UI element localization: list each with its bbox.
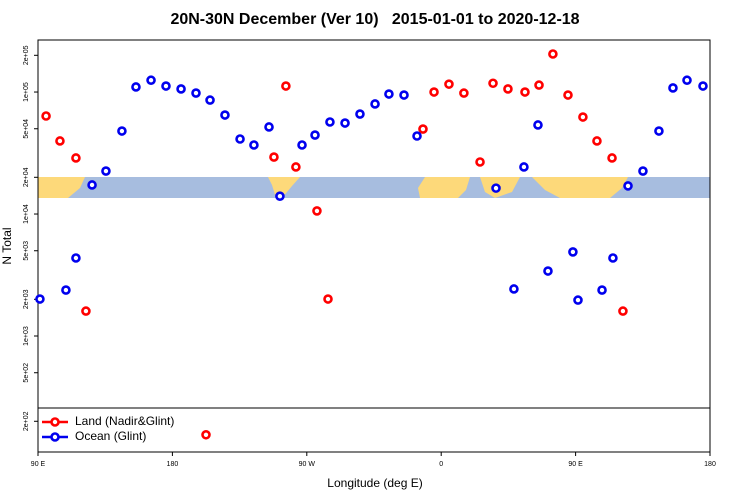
legend-marker [50, 417, 60, 427]
data-point [312, 206, 322, 216]
data-point [568, 247, 578, 257]
data-point [533, 120, 543, 130]
data-point [592, 136, 602, 146]
data-point [509, 284, 519, 294]
data-point [101, 166, 111, 176]
x-axis-title: Longitude (deg E) [327, 476, 422, 490]
data-point [176, 84, 186, 94]
x-tick-label: 90 W [299, 461, 316, 468]
data-point [488, 78, 498, 89]
data-point [161, 81, 171, 91]
data-point [475, 157, 485, 167]
x-tick-label: 180 [704, 461, 716, 468]
x-tick-label: 0 [439, 461, 443, 468]
data-point [55, 136, 65, 146]
data-point [543, 266, 553, 276]
data-point [117, 126, 127, 136]
land-shape [268, 177, 300, 198]
plot-frame [37, 39, 711, 453]
data-point [323, 294, 333, 304]
data-point [310, 130, 320, 140]
data-point [519, 162, 529, 172]
chart-title: 20N-30N December (Ver 10) 2015-01-01 to … [170, 11, 579, 28]
data-point [418, 124, 428, 134]
data-point [325, 117, 335, 127]
data-point [563, 90, 573, 100]
x-tick-label: 180 [167, 461, 179, 468]
y-axis-title: N Total [0, 227, 14, 264]
data-point [87, 180, 97, 190]
data-point [668, 83, 678, 93]
data-point [35, 294, 45, 304]
data-point [205, 95, 215, 105]
data-point [459, 88, 469, 98]
y-tick-label: 5e+04 [23, 119, 30, 139]
data-point [503, 84, 513, 94]
data-point [597, 285, 607, 295]
data-point [41, 111, 51, 121]
data-point [698, 81, 708, 91]
data-point [220, 110, 230, 120]
y-tick-label: 5e+03 [23, 241, 30, 261]
data-point [623, 181, 633, 191]
data-point [235, 134, 245, 144]
data-point [370, 99, 380, 109]
x-tick-label: 90 E [568, 461, 583, 468]
data-point [297, 140, 307, 150]
data-point [573, 295, 583, 305]
data-point [249, 140, 259, 150]
data-point [61, 285, 71, 295]
data-point [275, 191, 285, 201]
data-point [578, 112, 588, 122]
data-point [429, 87, 439, 97]
data-point [201, 429, 211, 440]
data-point [491, 183, 501, 193]
data-point [269, 152, 279, 162]
data-point [618, 306, 628, 316]
land-shape [418, 177, 470, 198]
data-point [548, 49, 558, 59]
y-tick-label: 2e+02 [23, 411, 30, 431]
data-point [81, 306, 91, 316]
y-tick-label: 5e+02 [23, 363, 30, 383]
data-point [399, 90, 409, 100]
data-point [355, 109, 365, 119]
data-point [191, 88, 201, 98]
land-shape [38, 177, 85, 198]
data-point [291, 162, 301, 172]
y-tick-label: 1e+05 [23, 82, 30, 102]
data-point [608, 253, 618, 263]
x-tick-label: 90 E [31, 461, 46, 468]
data-point [71, 253, 81, 263]
data-point [146, 75, 156, 86]
data-point [534, 80, 544, 90]
data-point [444, 79, 454, 89]
data-point [384, 89, 394, 99]
data-point [131, 82, 141, 92]
legend-label: Ocean (Glint) [75, 429, 146, 443]
data-point [638, 166, 648, 176]
legend-marker [50, 432, 60, 442]
data-point [520, 87, 530, 97]
y-tick-label: 1e+03 [23, 326, 30, 346]
data-point [281, 81, 291, 91]
data-point [607, 153, 617, 163]
y-tick-label: 2e+04 [23, 167, 30, 187]
data-point [71, 153, 81, 163]
y-tick-label: 2e+03 [23, 289, 30, 309]
data-point [654, 126, 664, 136]
map-strip [38, 177, 710, 198]
data-point [682, 75, 692, 86]
y-tick-label: 2e+05 [23, 45, 30, 65]
data-point [412, 131, 422, 141]
data-point [264, 122, 274, 132]
legend-label: Land (Nadir&Glint) [75, 414, 174, 428]
data-point [340, 118, 350, 128]
y-tick-label: 1e+04 [23, 204, 30, 224]
land-shape [532, 177, 628, 198]
